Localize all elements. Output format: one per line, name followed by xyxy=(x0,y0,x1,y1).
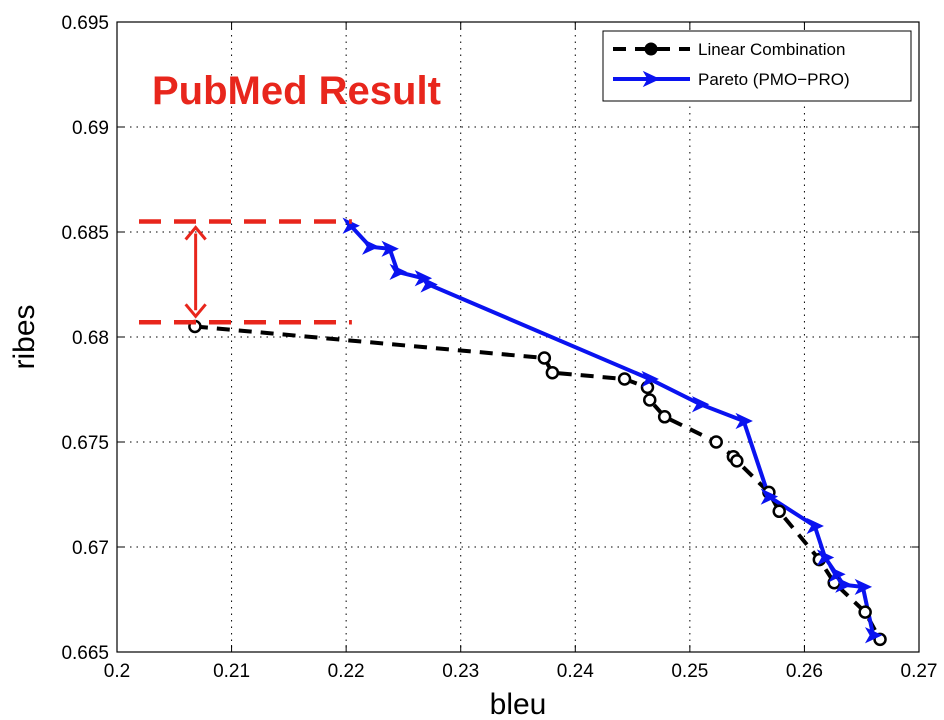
x-axis-title: bleu xyxy=(490,688,547,720)
linear-combination-point xyxy=(772,504,786,519)
annotation-title: PubMed Result xyxy=(152,69,441,113)
x-tick-label: 0.22 xyxy=(328,661,365,682)
x-tick-label: 0.25 xyxy=(671,661,708,682)
y-tick-label: 0.69 xyxy=(72,118,109,139)
linear-combination-point xyxy=(709,435,723,449)
linear-combination-point xyxy=(617,372,632,386)
y-axis-title: ribes xyxy=(8,304,41,369)
pareto-point xyxy=(816,549,835,566)
pareto-point xyxy=(835,576,853,593)
pareto-point xyxy=(420,276,438,293)
linear-combination-point xyxy=(537,351,552,365)
y-tick-label: 0.68 xyxy=(72,328,109,349)
legend-label-pareto: Pareto (PMO−PRO) xyxy=(698,70,850,89)
legend-key-linear-combination-marker xyxy=(644,42,658,56)
linear-combination-point xyxy=(545,365,560,380)
pareto-point xyxy=(342,217,360,234)
linear-combination-point xyxy=(730,454,744,468)
highlight-arrow-head-up xyxy=(184,225,207,241)
pareto-point xyxy=(735,412,753,430)
axis-ticks: 0.2 0.21 0.22 0.23 0.24 0.25 0.26 0.27 0.665 0.67… xyxy=(61,13,937,682)
series-layer xyxy=(188,217,887,647)
highlight-annotation xyxy=(139,219,352,325)
grid xyxy=(117,22,919,652)
highlight-arrow-head-down xyxy=(184,303,207,319)
pareto-point xyxy=(806,517,824,535)
pareto-point xyxy=(864,627,883,644)
legend: Linear Combination Pareto (PMO−PRO) xyxy=(602,30,912,102)
pareto-point xyxy=(854,578,873,596)
linear-combination-point xyxy=(643,393,657,407)
y-tick-label: 0.665 xyxy=(61,643,109,664)
plot-area xyxy=(117,22,919,652)
pareto-point xyxy=(381,240,399,257)
y-tick-label: 0.685 xyxy=(61,223,109,244)
pareto-point xyxy=(641,370,659,388)
pareto-point xyxy=(389,263,407,281)
pareto-point xyxy=(361,238,380,255)
legend-keys xyxy=(613,42,690,88)
y-tick-label: 0.675 xyxy=(61,433,109,454)
pareto-point xyxy=(760,488,779,505)
legend-label-linear-combination: Linear Combination xyxy=(698,40,845,59)
linear-combination-point xyxy=(657,410,672,424)
legend-box xyxy=(602,30,912,102)
x-tick-label: 0.23 xyxy=(442,661,479,682)
pareto-point xyxy=(828,566,846,583)
y-tick-label: 0.67 xyxy=(72,538,109,559)
pareto-point xyxy=(691,396,710,413)
series-line-linear-combination xyxy=(194,324,882,641)
x-tick-label: 0.2 xyxy=(104,661,130,682)
x-tick-label: 0.24 xyxy=(557,661,594,682)
legend-key-pareto-marker xyxy=(642,70,661,88)
x-tick-label: 0.21 xyxy=(213,661,250,682)
y-tick-label: 0.695 xyxy=(61,13,109,34)
x-tick-label: 0.26 xyxy=(786,661,823,682)
x-tick-label: 0.27 xyxy=(901,661,938,682)
linear-combination-point xyxy=(858,605,872,619)
